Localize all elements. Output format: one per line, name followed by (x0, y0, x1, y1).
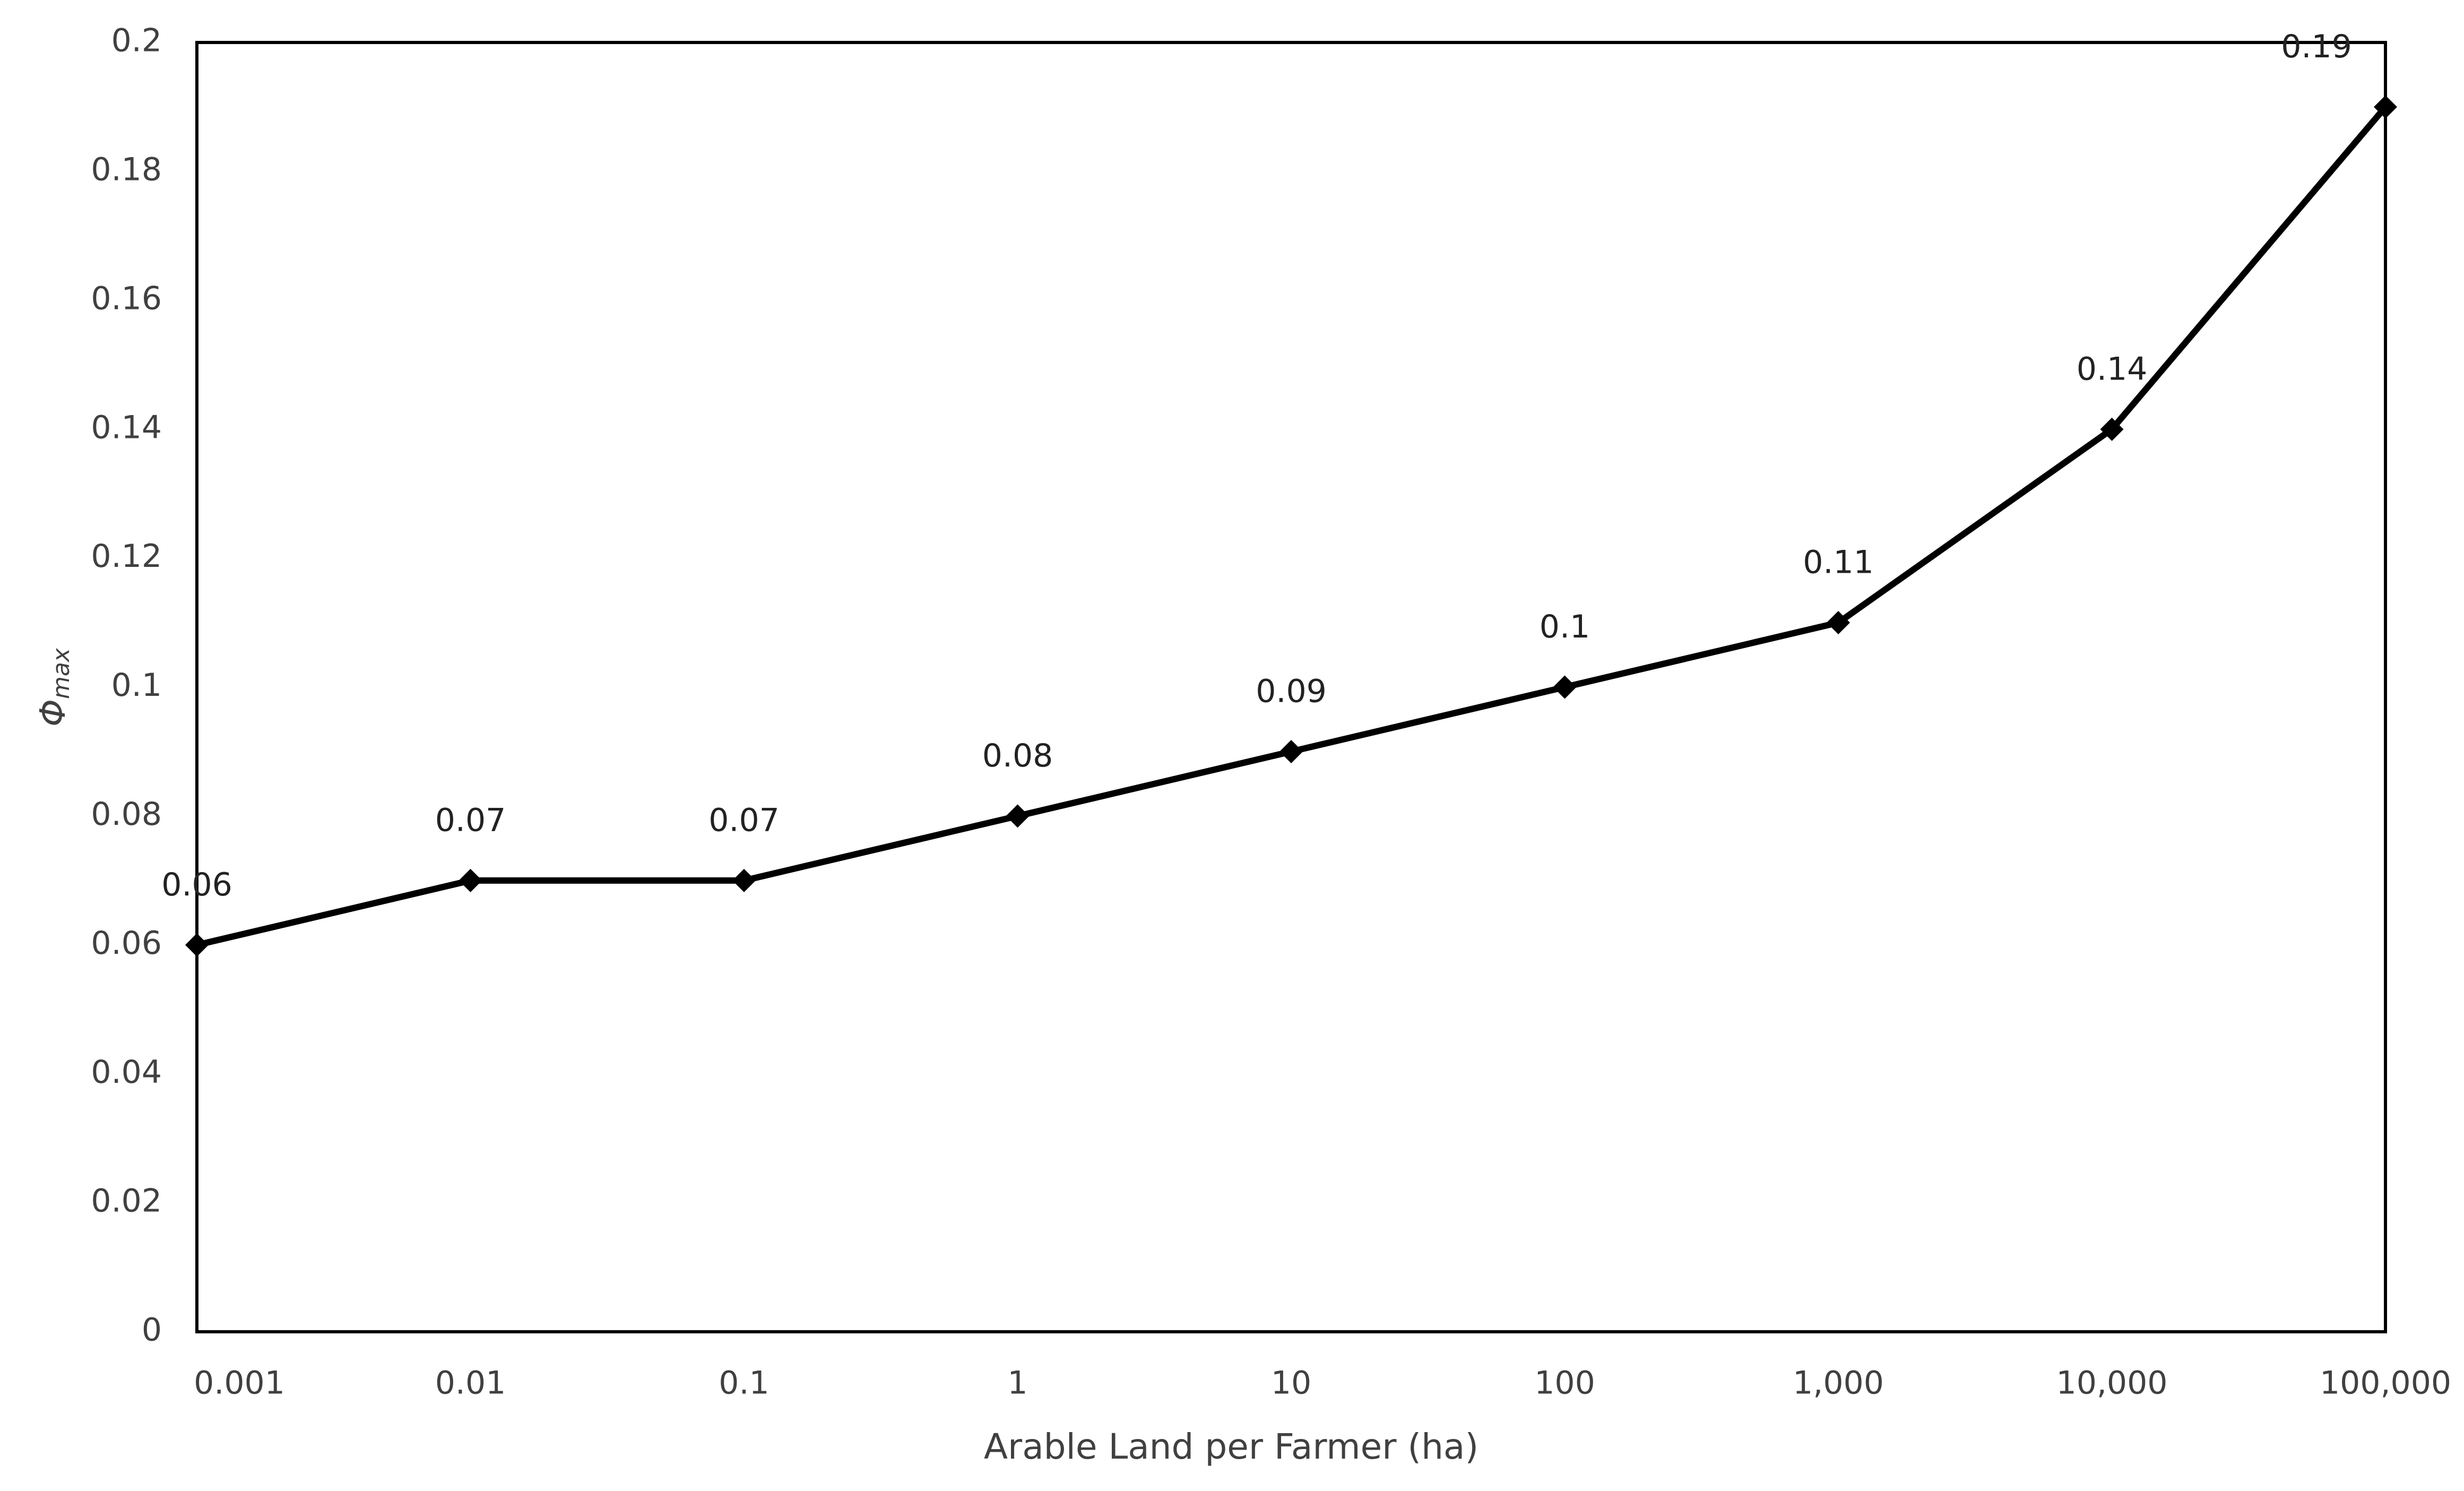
y-tick-label: 0.16 (91, 280, 162, 317)
y-tick-label: 0.02 (91, 1183, 162, 1220)
y-tick-label: 0.18 (91, 151, 162, 188)
data-point (1006, 804, 1030, 828)
plot-frame (195, 41, 2387, 1333)
data-label: 0.19 (2281, 28, 2352, 65)
y-tick-label: 0.14 (91, 409, 162, 446)
data-point (732, 868, 756, 892)
data-point (2100, 417, 2124, 441)
data-point (1279, 739, 1303, 763)
x-tick-label: 0.001 (194, 1365, 285, 1402)
y-axis-title: Φmax (32, 648, 75, 727)
x-tick-label: 0.1 (719, 1365, 769, 1402)
y-axis-symbol: Φ (32, 699, 73, 727)
y-tick-label: 0.1 (111, 667, 162, 704)
x-tick-label: 100,000 (2320, 1365, 2451, 1402)
data-label: 0.14 (2077, 350, 2148, 387)
y-tick-label: 0.12 (91, 538, 162, 575)
y-tick-label: 0.06 (91, 925, 162, 962)
y-axis-subscript: max (48, 648, 75, 699)
x-tick-label: 100 (1534, 1365, 1595, 1402)
data-point (459, 868, 482, 892)
x-axis-title: Arable Land per Farmer (ha) (984, 1426, 1479, 1467)
data-label: 0.07 (708, 801, 780, 839)
y-tick-label: 0.04 (91, 1054, 162, 1091)
data-label: 0.09 (1256, 673, 1327, 710)
series-line (196, 105, 2388, 949)
y-tick-label: 0.2 (111, 22, 162, 59)
data-point (185, 933, 209, 957)
x-tick-label: 1,000 (1793, 1365, 1884, 1402)
data-point (1553, 675, 1577, 699)
x-tick-label: 10,000 (2056, 1365, 2168, 1402)
data-label: 0.11 (1803, 544, 1874, 581)
y-tick-label: 0.08 (91, 796, 162, 833)
data-label: 0.06 (161, 866, 232, 903)
x-tick-label: 0.01 (435, 1365, 506, 1402)
data-point (2374, 95, 2397, 119)
x-tick-label: 1 (1007, 1365, 1027, 1402)
y-tick-label: 0 (142, 1312, 162, 1349)
data-label: 0.07 (435, 801, 506, 839)
data-label: 0.08 (982, 737, 1053, 774)
x-tick-label: 10 (1271, 1365, 1311, 1402)
data-point (1827, 611, 1850, 635)
data-label: 0.1 (1540, 608, 1590, 645)
